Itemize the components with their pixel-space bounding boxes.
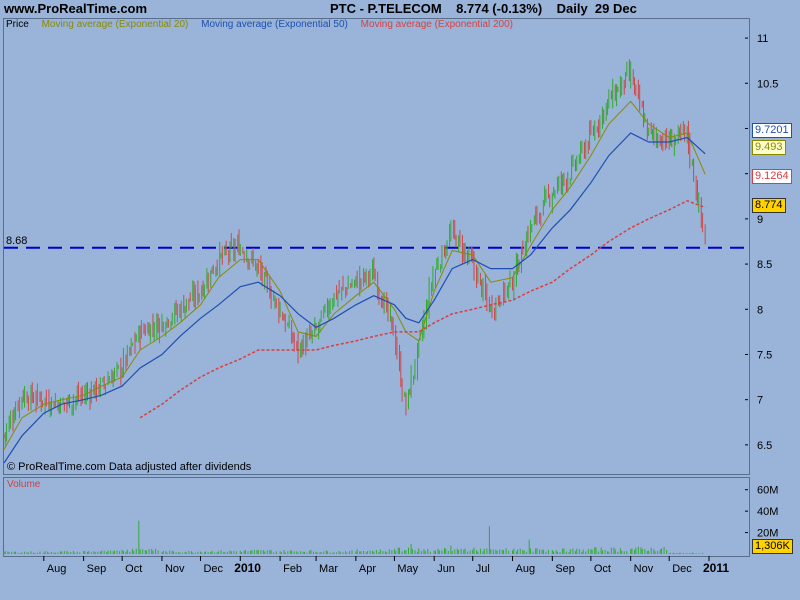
volume-axis-label: 60M <box>757 485 778 497</box>
month-label: Feb <box>283 563 302 575</box>
month-label: Sep <box>555 563 575 575</box>
month-label: Mar <box>319 563 338 575</box>
price-axis-label: 8.5 <box>757 259 772 271</box>
price-axis-label: 9 <box>757 214 763 226</box>
volume-label: Volume <box>7 479 41 490</box>
data-footnote: © ProRealTime.com Data adjusted after di… <box>7 461 252 473</box>
chart-legend: Price Moving average (Exponential 20) Mo… <box>6 19 523 30</box>
chart-headline: PTC - P.TELECOM 8.774 (-0.13%) Daily 29 … <box>330 1 637 16</box>
legend-price: Price <box>6 19 29 30</box>
ema200-value-tag: 9.1264 <box>752 169 792 184</box>
volume-value-tag: 1,306K <box>752 539 793 554</box>
price-axis-label: 10.5 <box>757 78 778 90</box>
volume-axis-label: 40M <box>757 506 778 518</box>
month-label: Jun <box>437 563 455 575</box>
month-label: Apr <box>359 563 376 575</box>
volume-axis-label: 20M <box>757 528 778 540</box>
month-label: 2011 <box>703 561 729 575</box>
site-name[interactable]: www.ProRealTime.com <box>4 1 148 16</box>
ema50-line <box>3 132 706 464</box>
ema50-value-tag: 9.7201 <box>752 123 792 138</box>
support-level-label: 8.68 <box>6 235 27 247</box>
price-axis-label: 8 <box>757 304 763 316</box>
ema20-value-tag: 9.493 <box>752 140 786 155</box>
last-price-tag: 8.774 <box>752 198 786 213</box>
legend-ema20: Moving average (Exponential 20) <box>41 19 189 30</box>
month-label: Aug <box>47 563 67 575</box>
month-label: 2010 <box>234 561 261 575</box>
price-axis-label: 7 <box>757 395 763 407</box>
month-label: Dec <box>203 563 223 575</box>
header-bar: www.ProRealTime.com PTC - P.TELECOM 8.77… <box>0 0 800 18</box>
price-panel[interactable] <box>3 18 750 475</box>
month-label: May <box>397 563 418 575</box>
ema200-line <box>139 199 706 419</box>
legend-ema200: Moving average (Exponential 200) <box>360 19 513 30</box>
month-label: Oct <box>594 563 611 575</box>
month-label: Sep <box>87 563 107 575</box>
volume-panel[interactable] <box>3 477 750 557</box>
legend-ema50: Moving average (Exponential 50) <box>201 19 348 30</box>
month-label: Oct <box>125 563 142 575</box>
price-axis-label: 7.5 <box>757 349 772 361</box>
price-axis-label: 6.5 <box>757 440 772 452</box>
month-label: Jul <box>476 563 490 575</box>
ema20-line <box>3 100 706 450</box>
month-label: Dec <box>672 563 692 575</box>
price-axis-label: 11 <box>757 33 768 45</box>
month-label: Nov <box>165 563 185 575</box>
month-label: Nov <box>634 563 654 575</box>
month-label: Aug <box>516 563 536 575</box>
